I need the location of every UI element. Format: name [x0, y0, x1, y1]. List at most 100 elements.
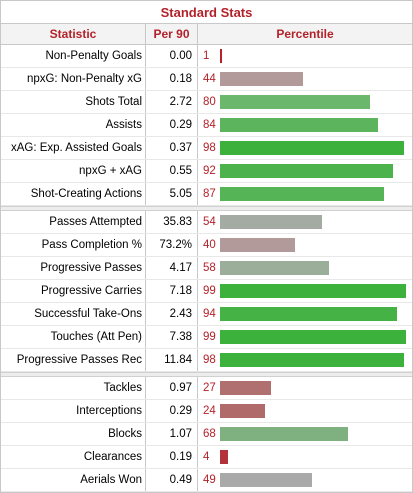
percentile-value: 40	[203, 239, 216, 251]
percentile-bar-track	[220, 353, 408, 367]
per90-value: 5.05	[146, 183, 198, 205]
percentile-bar	[220, 215, 322, 229]
percentile-bar-track	[220, 95, 408, 109]
per90-value: 1.07	[146, 423, 198, 445]
percentile-bar	[220, 381, 271, 395]
stat-name: npxG + xAG	[1, 160, 146, 182]
table-row: Blocks 1.07 68	[1, 423, 412, 446]
percentile-cell: 87	[198, 183, 412, 205]
percentile-bar	[220, 307, 397, 321]
per90-value: 73.2%	[146, 234, 198, 256]
per90-value: 2.43	[146, 303, 198, 325]
percentile-bar	[220, 330, 407, 344]
percentile-cell: 24	[198, 400, 412, 422]
table-row: Successful Take-Ons 2.43 94	[1, 303, 412, 326]
percentile-bar	[220, 238, 296, 252]
percentile-cell: 58	[198, 257, 412, 279]
percentile-value: 98	[203, 142, 216, 154]
percentile-cell: 54	[198, 211, 412, 233]
group-separator	[1, 206, 412, 211]
per90-value: 0.18	[146, 68, 198, 90]
percentile-cell: 99	[198, 326, 412, 348]
stat-name: Aerials Won	[1, 469, 146, 491]
percentile-bar-track	[220, 72, 408, 86]
percentile-bar	[220, 353, 405, 367]
percentile-value: 87	[203, 188, 216, 200]
table-title: Standard Stats	[1, 1, 412, 24]
stat-name: Progressive Passes	[1, 257, 146, 279]
table-row: Progressive Passes 4.17 58	[1, 257, 412, 280]
percentile-cell: 4	[198, 446, 412, 468]
table-row: Tackles 0.97 27	[1, 377, 412, 400]
percentile-bar-track	[220, 49, 408, 63]
percentile-cell: 92	[198, 160, 412, 182]
per90-value: 0.97	[146, 377, 198, 399]
percentile-value: 24	[203, 405, 216, 417]
percentile-cell: 98	[198, 349, 412, 371]
percentile-bar	[220, 49, 222, 63]
table-row: Pass Completion % 73.2% 40	[1, 234, 412, 257]
percentile-bar-track	[220, 307, 408, 321]
table-row: xAG: Exp. Assisted Goals 0.37 98	[1, 137, 412, 160]
per90-value: 11.84	[146, 349, 198, 371]
per90-value: 0.29	[146, 114, 198, 136]
stat-name: Successful Take-Ons	[1, 303, 146, 325]
header-statistic[interactable]: Statistic	[1, 24, 146, 44]
table-row: npxG + xAG 0.55 92	[1, 160, 412, 183]
stat-name: Passes Attempted	[1, 211, 146, 233]
table-row: Assists 0.29 84	[1, 114, 412, 137]
table-row: npxG: Non-Penalty xG 0.18 44	[1, 68, 412, 91]
table-row: Progressive Carries 7.18 99	[1, 280, 412, 303]
percentile-value: 99	[203, 331, 216, 343]
header-per90[interactable]: Per 90	[146, 24, 198, 44]
percentile-bar-track	[220, 381, 408, 395]
per90-value: 4.17	[146, 257, 198, 279]
percentile-value: 68	[203, 428, 216, 440]
stat-name: Shots Total	[1, 91, 146, 113]
group-separator	[1, 372, 412, 377]
percentile-cell: 94	[198, 303, 412, 325]
stat-name: Pass Completion %	[1, 234, 146, 256]
stat-name: xAG: Exp. Assisted Goals	[1, 137, 146, 159]
percentile-bar	[220, 95, 371, 109]
percentile-value: 49	[203, 474, 216, 486]
percentile-value: 84	[203, 119, 216, 131]
percentile-value: 44	[203, 73, 216, 85]
percentile-bar	[220, 284, 407, 298]
percentile-cell: 80	[198, 91, 412, 113]
per90-value: 0.19	[146, 446, 198, 468]
table-row: Clearances 0.19 4	[1, 446, 412, 469]
table-row: Non-Penalty Goals 0.00 1	[1, 45, 412, 68]
percentile-bar-track	[220, 187, 408, 201]
percentile-value: 4	[203, 451, 210, 463]
percentile-bar-track	[220, 261, 408, 275]
percentile-bar-track	[220, 118, 408, 132]
per90-value: 0.29	[146, 400, 198, 422]
percentile-value: 92	[203, 165, 216, 177]
percentile-cell: 68	[198, 423, 412, 445]
percentile-bar	[220, 164, 393, 178]
stat-name: Non-Penalty Goals	[1, 45, 146, 67]
percentile-bar-track	[220, 215, 408, 229]
per90-value: 35.83	[146, 211, 198, 233]
header-percentile[interactable]: Percentile	[276, 27, 334, 41]
percentile-cell: 99	[198, 280, 412, 302]
table-body: Non-Penalty Goals 0.00 1 npxG: Non-Penalty …	[1, 45, 412, 492]
percentile-bar-track	[220, 330, 408, 344]
percentile-bar	[220, 404, 266, 418]
per90-value: 0.49	[146, 469, 198, 491]
percentile-bar	[220, 261, 330, 275]
percentile-bar-track	[220, 141, 408, 155]
percentile-bar-track	[220, 427, 408, 441]
stat-name: Blocks	[1, 423, 146, 445]
per90-value: 7.18	[146, 280, 198, 302]
percentile-value: 27	[203, 382, 216, 394]
percentile-bar-track	[220, 404, 408, 418]
percentile-cell: 1	[198, 45, 412, 67]
percentile-cell: 27	[198, 377, 412, 399]
percentile-value: 80	[203, 96, 216, 108]
table-row: Interceptions 0.29 24	[1, 400, 412, 423]
percentile-cell: 98	[198, 137, 412, 159]
stat-name: Progressive Carries	[1, 280, 146, 302]
stat-name: Shot-Creating Actions	[1, 183, 146, 205]
